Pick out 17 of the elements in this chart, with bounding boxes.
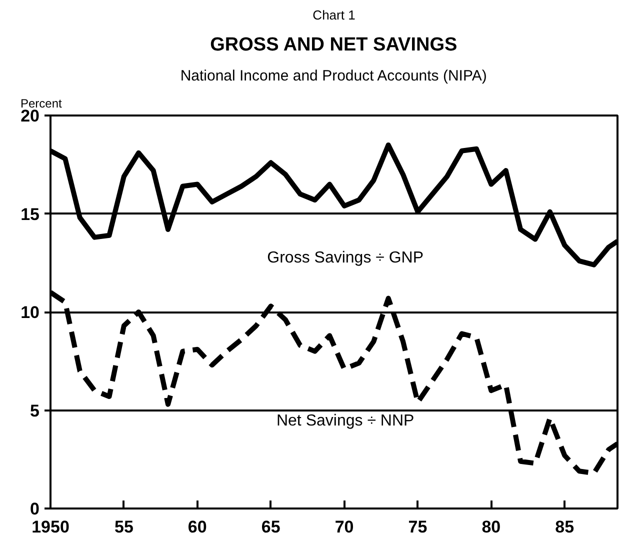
- x-tick-label: 65: [261, 518, 280, 536]
- y-tick-label: 10: [20, 303, 40, 322]
- x-tick-label: 55: [114, 518, 134, 536]
- chart-subtitle: National Income and Product Accounts (NIPA): [180, 68, 487, 84]
- text: Gross Savings ÷ GNP: [267, 249, 424, 266]
- x-tick-label: 75: [408, 518, 428, 536]
- x-tick-label: 85: [555, 518, 574, 536]
- y-tick-label: 5: [30, 401, 40, 420]
- caption: Chart 1: [312, 8, 356, 22]
- x-tick-label: 80: [482, 518, 501, 536]
- x-tick-label: 60: [188, 518, 207, 536]
- x-tick-label: 70: [334, 518, 354, 536]
- y-tick-label: 15: [20, 204, 40, 224]
- y-tick-label: 0: [30, 500, 40, 518]
- x-tick-label: 1950: [32, 518, 70, 536]
- series-label: Net Savings ÷ NNP: [276, 412, 414, 430]
- chart-title: GROSS AND NET SAVINGS: [210, 34, 458, 56]
